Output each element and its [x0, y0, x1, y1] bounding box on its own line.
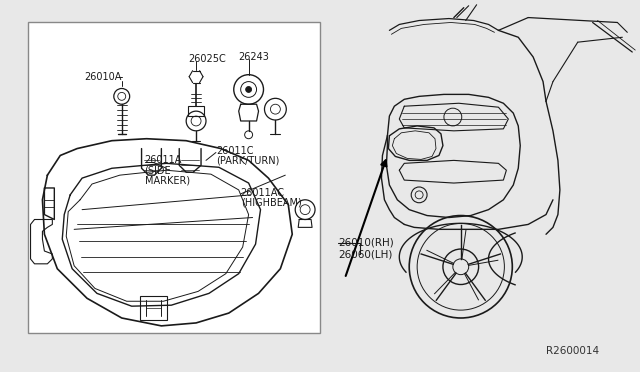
- Text: 26011AC: 26011AC: [241, 188, 285, 198]
- Text: 26025C: 26025C: [188, 54, 226, 64]
- Text: 26011C: 26011C: [216, 145, 253, 155]
- Text: R2600014: R2600014: [546, 346, 599, 356]
- Text: 26010(RH): 26010(RH): [338, 237, 394, 247]
- Bar: [140, 296, 167, 320]
- Bar: [28, 22, 320, 333]
- Text: 26011A: 26011A: [145, 155, 182, 166]
- Text: (PARK/TURN): (PARK/TURN): [216, 155, 279, 166]
- Text: 26060(LH): 26060(LH): [338, 249, 392, 259]
- Text: MARKER): MARKER): [145, 175, 189, 185]
- Text: 26010A: 26010A: [84, 72, 122, 82]
- Text: 26243: 26243: [239, 52, 269, 62]
- Text: (HIGHBEAM): (HIGHBEAM): [241, 198, 301, 208]
- Text: (SIDE: (SIDE: [145, 165, 171, 175]
- Bar: [188, 106, 204, 116]
- Circle shape: [246, 87, 252, 92]
